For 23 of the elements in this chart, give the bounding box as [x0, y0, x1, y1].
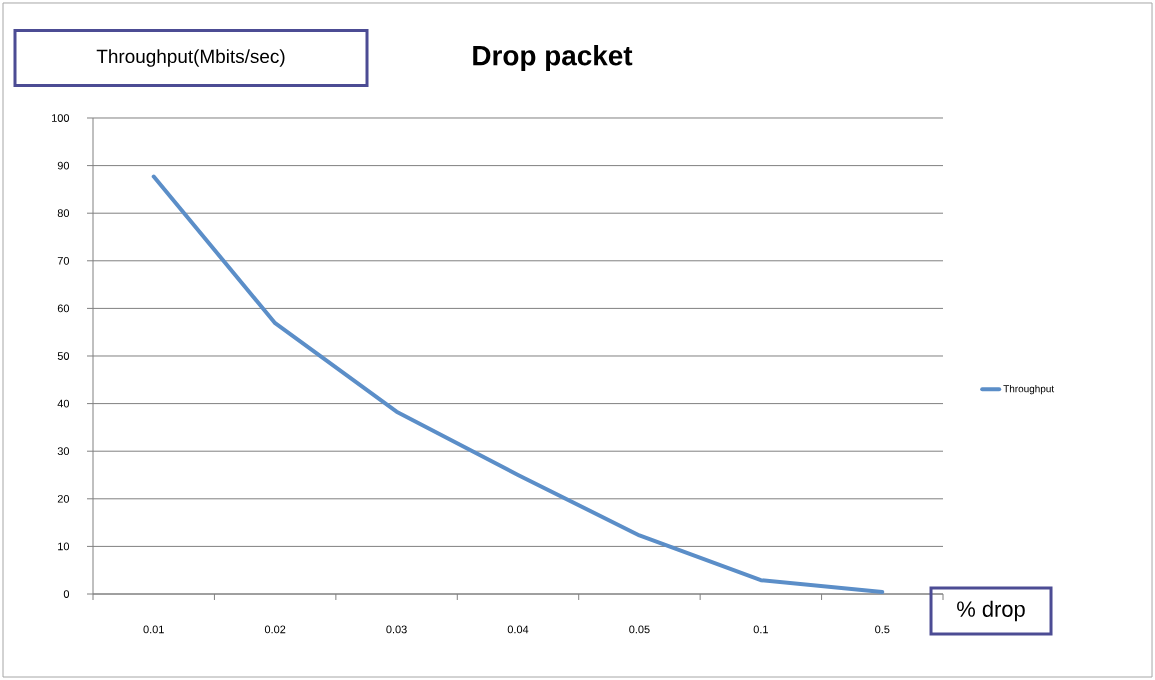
- y-axis-title: Throughput(Mbits/sec): [96, 49, 285, 67]
- y-tick-label: 40: [57, 399, 70, 408]
- line-series: [151, 174, 885, 595]
- y-tick-label: 20: [57, 494, 70, 503]
- x-tick-label: 0.03: [386, 625, 407, 634]
- y-tick-label: 30: [57, 447, 70, 456]
- y-tick-label: 70: [57, 256, 70, 265]
- y-tick-label: 0: [63, 590, 70, 598]
- y-tick-label: 80: [57, 209, 70, 218]
- x-tick-label: 0.05: [629, 625, 650, 634]
- x-tick-label: 0.01: [143, 625, 164, 634]
- x-tick-label: 0.5: [875, 625, 890, 634]
- chart-title: Drop packet: [473, 45, 633, 71]
- y-tick-label: 100: [52, 114, 70, 122]
- x-axis-title: % drop: [957, 600, 1025, 622]
- y-tick-label: 60: [57, 304, 70, 313]
- y-tick-label: 50: [57, 352, 70, 360]
- legend-label: Throughput: [1003, 384, 1055, 395]
- x-tick-label: 0.04: [507, 625, 529, 634]
- x-tick-label: 0.02: [264, 625, 286, 634]
- y-tick-label: 10: [58, 542, 70, 551]
- y-tick-label: 90: [57, 161, 70, 170]
- x-tick-label: 0.1: [753, 625, 768, 634]
